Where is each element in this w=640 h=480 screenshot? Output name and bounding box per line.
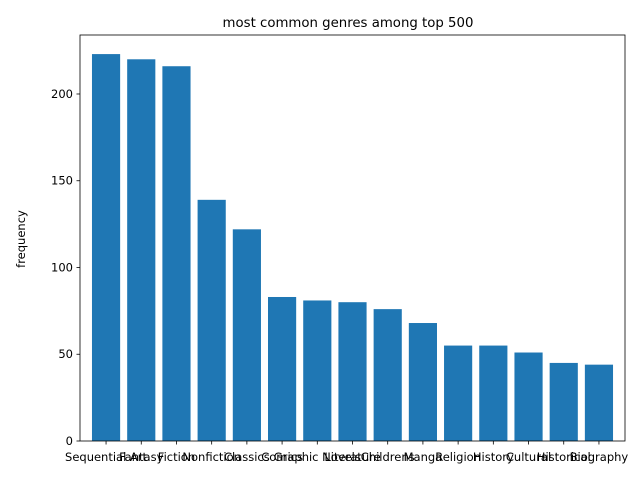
- bar-cultural: [514, 352, 543, 441]
- x-tick-label: Historical: [537, 450, 591, 464]
- y-tick-label: 100: [51, 260, 73, 274]
- y-tick-label: 50: [58, 347, 73, 361]
- x-axis-ticks: Sequential ArtFantasyFictionNonfictionCl…: [65, 441, 628, 464]
- x-tick-label: Biography: [570, 450, 629, 464]
- bar-biography: [584, 364, 614, 441]
- y-axis-ticks: 0 50 100 150 200: [51, 87, 80, 448]
- bar-fiction: [162, 66, 191, 441]
- bar-graphic-novels: [303, 300, 332, 441]
- bar-religion: [444, 345, 473, 441]
- x-tick-label: Comics: [261, 450, 303, 464]
- bar-historical: [549, 362, 578, 441]
- bar-sequential-art: [91, 54, 121, 441]
- x-tick-label: Sequential Art: [65, 450, 148, 464]
- plot-frame: [79, 34, 626, 442]
- y-tick-label: 150: [51, 174, 73, 188]
- y-tick-label: 200: [51, 87, 73, 101]
- x-tick-label: Classics: [224, 450, 270, 464]
- x-tick-label: Manga: [404, 450, 443, 464]
- x-tick-label: Graphic Novels: [274, 450, 361, 464]
- x-tick-label: Nonfiction: [182, 450, 241, 464]
- x-tick-label: Literature: [324, 450, 380, 464]
- x-tick-label: Fiction: [158, 450, 195, 464]
- bar-literature: [338, 302, 367, 441]
- bar-comics: [268, 296, 297, 441]
- x-tick-label: Cultural: [506, 450, 551, 464]
- x-tick-label: Fantasy: [119, 450, 163, 464]
- bar-fantasy: [127, 59, 156, 442]
- y-axis-label: frequency: [14, 210, 28, 268]
- bar-manga: [408, 323, 437, 441]
- bar-nonfiction: [197, 199, 226, 441]
- bar-classics: [232, 229, 261, 441]
- y-tick-label: 0: [66, 434, 73, 448]
- bar-childrens: [373, 309, 402, 441]
- x-tick-label: Childrens: [361, 450, 415, 464]
- x-tick-label: Religion: [435, 450, 481, 464]
- x-tick-label: History: [473, 450, 514, 464]
- bars-group: [91, 54, 614, 442]
- bar-history: [479, 345, 508, 441]
- chart-title: most common genres among top 500: [223, 16, 474, 31]
